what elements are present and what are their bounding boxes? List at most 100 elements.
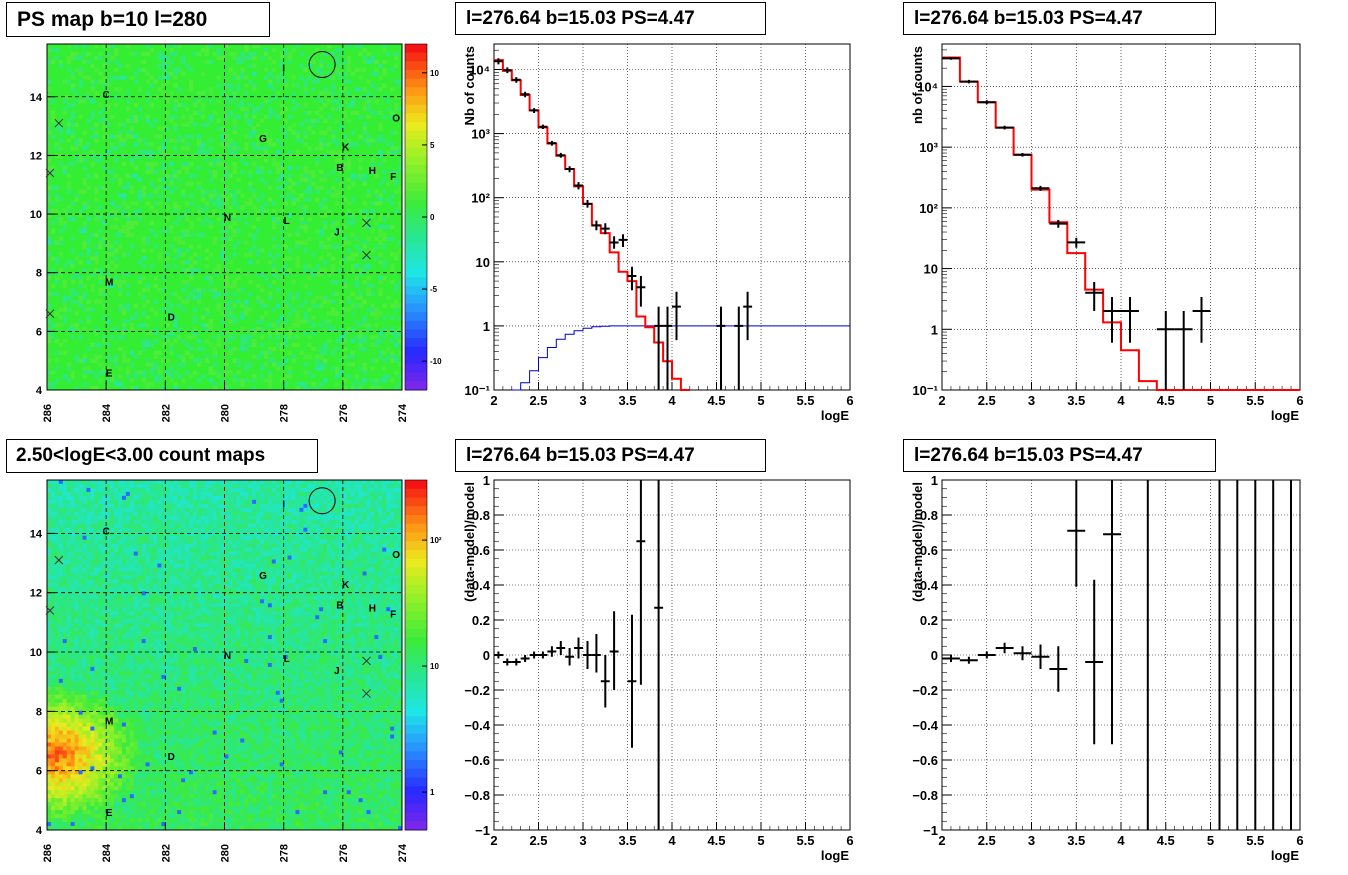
- ps_map-colorbar-step: [405, 355, 427, 365]
- ps_map-cell: [252, 354, 257, 359]
- count_map-cell: [208, 507, 214, 513]
- ps_map-cell: [311, 173, 316, 179]
- ps_map-cell: [236, 217, 241, 222]
- ps_map-cell: [200, 106, 206, 112]
- count_map-cell: [334, 507, 340, 513]
- ps_map-cell: [98, 71, 103, 76]
- count_map-cell: [354, 567, 360, 572]
- count_map-cell: [110, 487, 115, 493]
- ps_map-cell: [165, 264, 170, 269]
- count_map-cell: [145, 547, 150, 552]
- ps_map-cell: [256, 44, 261, 49]
- ps_map-cell: [394, 55, 399, 61]
- count_map-cell: [331, 523, 336, 529]
- ps_map-selected-circle: [308, 51, 336, 79]
- ps_map-cell: [54, 291, 60, 297]
- count_map-cell: [366, 551, 371, 556]
- ps_map-frame: [46, 43, 403, 391]
- ps_map-cell: [208, 252, 214, 257]
- ps_map-cell: [129, 114, 135, 120]
- count_map-cell: [192, 543, 198, 549]
- count_map-cell: [346, 527, 352, 533]
- ps_map-cell: [161, 287, 166, 293]
- ps_map-cell: [161, 334, 166, 340]
- count_map-cell: [283, 519, 289, 525]
- ps_map-cell: [54, 279, 60, 285]
- count_map-cell: [137, 583, 143, 588]
- count_map-cell: [327, 483, 332, 489]
- count_map-cell: [362, 583, 367, 588]
- ps_map-cell: [362, 138, 367, 143]
- ps_map-cell: [303, 79, 308, 84]
- ps_map-cell: [267, 169, 273, 175]
- ps_map-cell: [110, 268, 115, 273]
- count_map-cell: [287, 507, 292, 513]
- count_map-cell: [216, 583, 221, 588]
- count_map-cell: [366, 503, 371, 509]
- count_map-cell: [121, 503, 127, 509]
- ps_map-cell: [311, 346, 316, 352]
- count_map-cell: [94, 499, 99, 505]
- count_map-cell: [299, 551, 304, 556]
- count_map-cell: [157, 531, 162, 537]
- ps_map-cell: [252, 342, 257, 348]
- ps_map-cell: [50, 59, 56, 65]
- ps_map-cell: [204, 358, 210, 363]
- count_map-cell: [256, 515, 261, 521]
- ps_map-cell: [271, 268, 277, 273]
- count_map-cell: [66, 571, 72, 576]
- ps_map-cell: [110, 260, 115, 265]
- ps_map-cell: [125, 224, 131, 230]
- ps_map-cell: [125, 106, 131, 112]
- count_map-cell: [177, 535, 182, 541]
- count_map-cell: [133, 587, 139, 592]
- ps_map-cell: [125, 319, 131, 324]
- ps_map-cell: [114, 256, 119, 261]
- ps_map-cell: [169, 342, 174, 348]
- count_map-cell: [354, 523, 360, 529]
- ps_map-cell: [232, 220, 237, 226]
- count_map-cell: [338, 587, 344, 592]
- count_map-cell: [70, 480, 76, 485]
- count_map-cell: [346, 551, 352, 556]
- ps_map-cell: [204, 158, 210, 163]
- count_map-cell: [319, 523, 324, 529]
- count_map-cell: [145, 483, 150, 489]
- count_map-cell: [200, 495, 206, 501]
- count_map-cell: [232, 539, 237, 545]
- ps_map-cell: [260, 350, 265, 356]
- count_map-cell: [169, 567, 174, 572]
- count_map-cell: [283, 483, 289, 489]
- count_map-cell: [299, 535, 304, 541]
- count_map-cell: [212, 575, 218, 580]
- count_map-cell: [398, 507, 403, 513]
- count_map-cell: [192, 503, 198, 509]
- count_map-cell: [90, 563, 95, 568]
- ps_map-cell: [129, 224, 135, 230]
- ps_map-cell: [374, 244, 379, 249]
- count_map-cell: [204, 563, 210, 568]
- count_map-cell: [252, 567, 257, 572]
- ps_map-cell: [346, 44, 352, 49]
- count_map-cell: [177, 563, 182, 568]
- ps_map-cell: [370, 201, 375, 206]
- ps_map-cell: [358, 173, 363, 179]
- count_map-cell: [263, 487, 269, 493]
- ps_map-cell: [303, 83, 308, 88]
- count_map-cell: [283, 523, 289, 529]
- count_map-cell: [224, 551, 229, 556]
- count_map-cell: [338, 535, 344, 541]
- count_map-cell: [267, 539, 273, 545]
- count_map-cell: [50, 567, 56, 572]
- count_map-cell: [66, 487, 72, 493]
- count_map-cell: [374, 531, 379, 537]
- ps_map-cell: [145, 338, 150, 344]
- ps_map-cell: [62, 106, 68, 112]
- count_map-cell: [334, 567, 340, 572]
- ps_map-cell: [350, 382, 356, 387]
- ps_map-cell: [287, 350, 292, 356]
- ps_map-cell: [86, 319, 91, 324]
- count_map-cell: [382, 555, 387, 560]
- ps_map-cell: [228, 142, 233, 147]
- ps_map-cell: [366, 102, 371, 108]
